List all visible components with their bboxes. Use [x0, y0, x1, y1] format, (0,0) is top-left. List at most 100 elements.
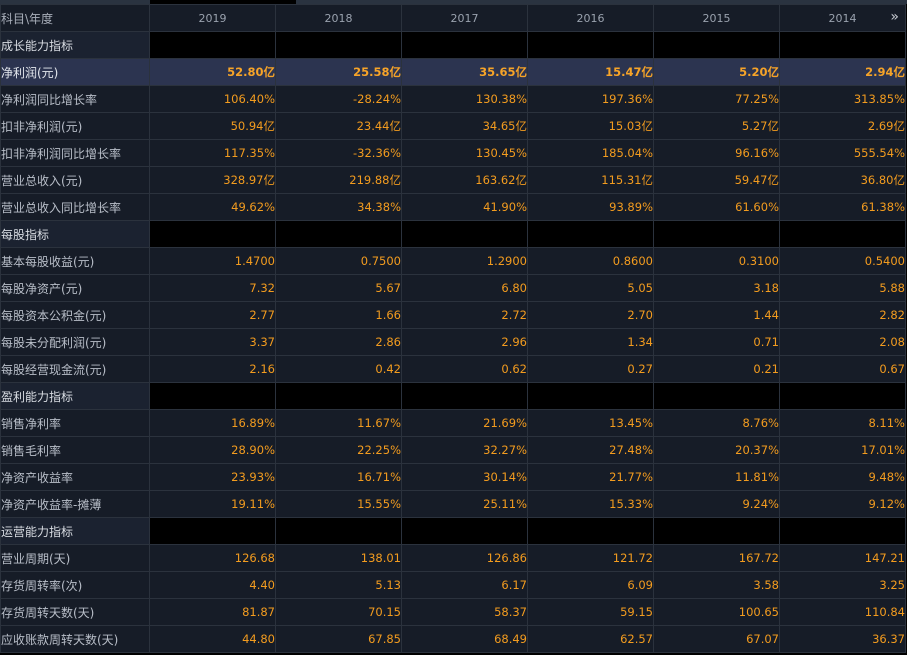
value-cell: 126.86 — [401, 544, 528, 572]
value-cell: 197.36% — [527, 85, 654, 113]
value-cell: 49.62% — [149, 193, 276, 221]
value-cell: 41.90% — [401, 193, 528, 221]
table-row[interactable]: 扣非净利润(元) 50.94亿 23.44亿 34.65亿 15.03亿 5.27亿 2.6… — [0, 112, 906, 140]
column-header-year[interactable]: 2017 — [401, 4, 528, 32]
value-cell: 16.71% — [275, 463, 402, 491]
table-row-selected[interactable]: 净利润(元) 52.80亿 25.58亿 35.65亿 15.47亿 5.20亿 2.94亿 — [0, 58, 906, 86]
column-header-year[interactable]: 2016 — [527, 4, 654, 32]
value-cell: 106.40% — [149, 85, 276, 113]
table-row[interactable]: 营业总收入(元) 328.97亿 219.88亿 163.62亿 115.31亿 59.4… — [0, 166, 906, 194]
section-title: 盈利能力指标 — [0, 382, 150, 410]
section-blank-cell — [779, 31, 906, 59]
row-label: 营业周期(天) — [0, 544, 150, 572]
section-blank-cell — [653, 31, 780, 59]
column-header-year[interactable]: 2018 — [275, 4, 402, 32]
section-header-row: 运营能力指标 — [0, 517, 906, 545]
section-blank-cell — [527, 31, 654, 59]
value-cell: 313.85% — [779, 85, 906, 113]
double-chevron-right-icon[interactable]: » — [890, 9, 898, 25]
value-cell: 32.27% — [401, 436, 528, 464]
table-row[interactable]: 净资产收益率-摊薄 19.11% 15.55% 25.11% 15.33% 9.24% 9.… — [0, 490, 906, 518]
table-row[interactable]: 销售净利率 16.89% 11.67% 21.69% 13.45% 8.76% 8.11% — [0, 409, 906, 437]
value-cell: 50.94亿 — [149, 112, 276, 140]
value-cell: 30.14% — [401, 463, 528, 491]
table-row[interactable]: 销售毛利率 28.90% 22.25% 32.27% 27.48% 20.37% 17.01… — [0, 436, 906, 464]
row-label: 销售毛利率 — [0, 436, 150, 464]
value-cell: 67.07 — [653, 625, 780, 653]
row-label: 应收账款周转天数(天) — [0, 625, 150, 653]
section-blank-cell — [275, 31, 402, 59]
row-label: 销售净利率 — [0, 409, 150, 437]
value-cell: 4.40 — [149, 571, 276, 599]
table-row[interactable]: 净利润同比增长率 106.40% -28.24% 130.38% 197.36% 77.2… — [0, 85, 906, 113]
value-cell: 34.38% — [275, 193, 402, 221]
value-cell: -28.24% — [275, 85, 402, 113]
table-body: 成长能力指标 净利润(元) 52.80亿 25.58亿 35.65亿 15.47亿 5.20… — [0, 31, 906, 653]
value-cell: 130.38% — [401, 85, 528, 113]
value-cell: 8.11% — [779, 409, 906, 437]
table-row[interactable]: 每股资本公积金(元) 2.77 1.66 2.72 2.70 1.44 2.82 — [0, 301, 906, 329]
value-cell: 2.96 — [401, 328, 528, 356]
section-blank-cell — [401, 517, 528, 545]
value-cell: 2.72 — [401, 301, 528, 329]
value-cell: 2.86 — [275, 328, 402, 356]
table-row[interactable]: 营业总收入同比增长率 49.62% 34.38% 41.90% 93.89% 61.60%… — [0, 193, 906, 221]
value-cell: 23.44亿 — [275, 112, 402, 140]
value-cell: 3.25 — [779, 571, 906, 599]
section-title: 成长能力指标 — [0, 31, 150, 59]
table-row[interactable]: 每股未分配利润(元) 3.37 2.86 2.96 1.34 0.71 2.08 — [0, 328, 906, 356]
value-cell: 16.89% — [149, 409, 276, 437]
section-blank-cell — [149, 220, 276, 248]
column-header-year[interactable]: 2019 — [149, 4, 276, 32]
value-cell: 6.09 — [527, 571, 654, 599]
value-cell: 100.65 — [653, 598, 780, 626]
value-cell: 0.8600 — [527, 247, 654, 275]
value-cell: 6.17 — [401, 571, 528, 599]
table-row[interactable]: 存货周转天数(天) 81.87 70.15 58.37 59.15 100.65 110.8… — [0, 598, 906, 626]
table-row[interactable]: 扣非净利润同比增长率 117.35% -32.36% 130.45% 185.04% 96… — [0, 139, 906, 167]
value-cell: 62.57 — [527, 625, 654, 653]
value-cell: 5.67 — [275, 274, 402, 302]
column-header-year-label: 2014 — [828, 11, 857, 25]
financial-indicators-table: 科目\年度 2019 2018 2017 2016 2015 2014 » 成长… — [0, 4, 906, 653]
value-cell: 3.37 — [149, 328, 276, 356]
table-row[interactable]: 存货周转率(次) 4.40 5.13 6.17 6.09 3.58 3.25 — [0, 571, 906, 599]
value-cell: 185.04% — [527, 139, 654, 167]
section-blank-cell — [149, 517, 276, 545]
value-cell: 5.13 — [275, 571, 402, 599]
section-blank-cell — [653, 220, 780, 248]
section-header-row: 盈利能力指标 — [0, 382, 906, 410]
value-cell: 9.12% — [779, 490, 906, 518]
value-cell: 11.67% — [275, 409, 402, 437]
value-cell: 147.21 — [779, 544, 906, 572]
section-blank-cell — [149, 31, 276, 59]
section-blank-cell — [779, 517, 906, 545]
section-header-row: 每股指标 — [0, 220, 906, 248]
value-cell: 0.5400 — [779, 247, 906, 275]
row-label: 存货周转率(次) — [0, 571, 150, 599]
section-title: 运营能力指标 — [0, 517, 150, 545]
value-cell: 3.18 — [653, 274, 780, 302]
table-row[interactable]: 每股净资产(元) 7.32 5.67 6.80 5.05 3.18 5.88 — [0, 274, 906, 302]
section-blank-cell — [149, 382, 276, 410]
section-blank-cell — [275, 517, 402, 545]
top-border-seg — [0, 0, 150, 4]
table-row[interactable]: 净资产收益率 23.93% 16.71% 30.14% 21.77% 11.81% 9.48… — [0, 463, 906, 491]
value-cell: 5.05 — [527, 274, 654, 302]
section-blank-cell — [401, 31, 528, 59]
value-cell: 17.01% — [779, 436, 906, 464]
table-row[interactable]: 每股经营现金流(元) 2.16 0.42 0.62 0.27 0.21 0.67 — [0, 355, 906, 383]
value-cell: 3.58 — [653, 571, 780, 599]
value-cell: 96.16% — [653, 139, 780, 167]
column-header-year[interactable]: 2015 — [653, 4, 780, 32]
value-cell: 0.67 — [779, 355, 906, 383]
value-cell: 15.47亿 — [527, 58, 654, 86]
column-header-year-last[interactable]: 2014 » — [779, 4, 906, 32]
table-row[interactable]: 应收账款周转天数(天) 44.80 67.85 68.49 62.57 67.07 36.3… — [0, 625, 906, 653]
value-cell: 117.35% — [149, 139, 276, 167]
table-row[interactable]: 营业周期(天) 126.68 138.01 126.86 121.72 167.72 147… — [0, 544, 906, 572]
table-row[interactable]: 基本每股收益(元) 1.4700 0.7500 1.2900 0.8600 0.3100 0… — [0, 247, 906, 275]
row-label: 营业总收入(元) — [0, 166, 150, 194]
value-cell: 25.11% — [401, 490, 528, 518]
value-cell: 2.82 — [779, 301, 906, 329]
